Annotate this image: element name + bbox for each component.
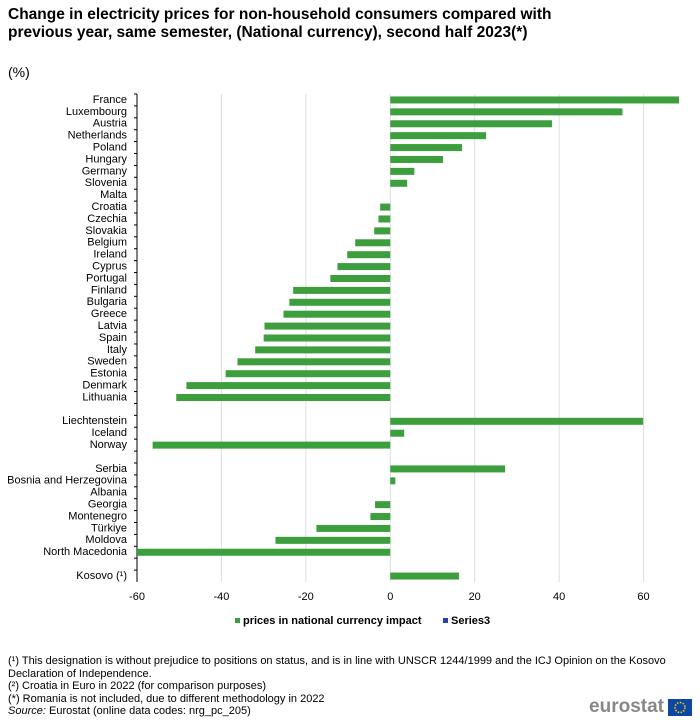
y-tick-label: Bulgaria (87, 296, 128, 308)
bar (378, 215, 391, 223)
source: Source: Eurostat (online data codes: nrg… (8, 705, 668, 718)
bar (390, 465, 506, 473)
bar (289, 298, 391, 306)
y-tick-label: Finland (91, 284, 127, 296)
y-tick-label: Netherlands (68, 130, 128, 142)
source-label: Source: (8, 705, 46, 717)
y-tick-label: Kosovo (¹) (76, 570, 127, 582)
bar (355, 239, 391, 247)
y-tick-label: Georgia (88, 499, 128, 511)
bar (390, 120, 552, 128)
y-tick-label: Serbia (95, 463, 128, 475)
footnote: (¹) This designation is without prejudic… (8, 655, 666, 680)
x-tick-label: -20 (298, 591, 314, 603)
y-tick-label: North Macedonia (43, 546, 128, 558)
y-tick-label: Lithuania (82, 391, 128, 403)
x-tick-label: -40 (213, 591, 229, 603)
bar (225, 370, 391, 378)
y-tick-label: Greece (91, 308, 127, 320)
bar (390, 108, 623, 116)
bar (186, 382, 391, 390)
bar (293, 286, 391, 294)
eu-flag (668, 698, 692, 716)
bar (330, 274, 391, 282)
bar (390, 155, 444, 163)
legend-swatch (443, 618, 448, 623)
y-tick-label: Belgium (87, 237, 127, 249)
x-tick-label: -60 (129, 591, 145, 603)
y-tick-label: Cyprus (92, 260, 127, 272)
y-tick-label: Poland (93, 141, 127, 153)
bar (347, 251, 391, 259)
footnote: (*) Romania is not included, due to diff… (8, 692, 325, 705)
y-tick-label: Norway (90, 439, 128, 451)
chart-title: Change in electricity prices for non-hou… (8, 6, 552, 41)
y-tick-label: Germany (82, 165, 128, 177)
y-tick-label: Sweden (87, 356, 127, 368)
y-tick-label: Denmark (82, 380, 127, 392)
y-tick-label: Ireland (93, 249, 127, 261)
bar (374, 227, 391, 235)
chart-subtitle: (%) (8, 64, 30, 80)
x-tick-label: 40 (553, 591, 565, 603)
bar (137, 548, 391, 556)
bar (390, 167, 415, 175)
y-tick-label: Croatia (92, 201, 128, 213)
y-tick-label: Türkiye (91, 522, 127, 534)
bar (390, 132, 487, 140)
bar (380, 203, 391, 211)
bar (237, 358, 391, 366)
y-tick-label: Czechia (87, 213, 128, 225)
y-tick-label: Luxembourg (66, 106, 127, 118)
bar (275, 536, 391, 544)
logo-text: eurostat (589, 696, 664, 717)
bar (263, 334, 391, 342)
y-tick-label: Montenegro (68, 510, 127, 522)
y-tick-label: Slovakia (85, 225, 127, 237)
logo: eurostat (589, 696, 692, 718)
bar (370, 513, 391, 521)
y-tick-label: Moldova (85, 534, 127, 546)
footnotes: (¹) This designation is without prejudic… (8, 655, 668, 718)
y-tick-label: Spain (99, 332, 127, 344)
bar (264, 322, 391, 330)
source-text: Eurostat (online data codes: nrg_pc_205) (48, 705, 251, 717)
bar (255, 346, 391, 354)
bar (390, 477, 396, 485)
x-tick-label: 60 (637, 591, 649, 603)
y-tick-label: Iceland (92, 427, 127, 439)
y-tick-label: Slovenia (85, 177, 128, 189)
bar (316, 524, 391, 532)
bar (390, 144, 463, 152)
y-tick-label: Liechtenstein (62, 415, 127, 427)
y-tick-label: Malta (100, 189, 128, 201)
legend-label: prices in national currency impact (243, 615, 422, 627)
y-tick-label: Austria (93, 118, 128, 130)
bar (176, 394, 391, 402)
bar (390, 179, 408, 187)
legend-swatch (235, 618, 240, 623)
x-tick-label: 0 (387, 591, 393, 603)
bar (375, 501, 391, 509)
bar (337, 263, 391, 271)
bar (283, 310, 391, 318)
y-tick-label: Estonia (90, 368, 128, 380)
y-tick-label: Italy (107, 344, 128, 356)
bar (390, 429, 405, 437)
bar (390, 572, 460, 580)
y-tick-label: Latvia (98, 320, 128, 332)
bar (390, 96, 679, 104)
footnote: (²) Croatia in Euro in 2022 (for compari… (8, 680, 267, 692)
legend-label: Series3 (451, 615, 490, 627)
y-tick-label: France (93, 94, 127, 106)
y-tick-label: Bosnia and Herzegovina (7, 475, 128, 487)
bar (152, 441, 391, 449)
y-tick-label: Portugal (86, 272, 127, 284)
bar (390, 417, 644, 425)
y-tick-label: Hungary (85, 153, 127, 165)
y-tick-label: Albania (90, 487, 128, 499)
x-tick-label: 20 (469, 591, 481, 603)
